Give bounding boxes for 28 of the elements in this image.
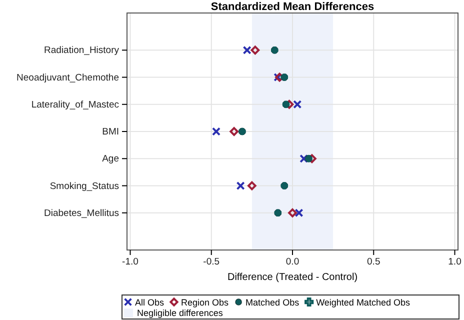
y-tick-label: Smoking_Status [50, 180, 120, 192]
point [288, 208, 297, 218]
y-tick-label: BMI [102, 126, 119, 138]
point [250, 46, 260, 55]
legend-label: Weighted Matched Obs [316, 298, 410, 308]
x-tick-label: 0.5 [367, 256, 380, 268]
y-tick-label: Radiation_History [44, 45, 120, 56]
legend-label: Region Obs [181, 298, 230, 308]
point [212, 127, 221, 136]
point [294, 208, 304, 218]
x-tick-label: 1.0 [448, 256, 462, 268]
point [293, 100, 302, 109]
x-tick-label: -1.0 [122, 256, 138, 268]
point [230, 127, 239, 136]
legend-label: Matched Obs [246, 298, 300, 308]
point [248, 181, 256, 190]
x-axis-title: Difference (Treated - Control) [227, 272, 358, 283]
y-tick-label: Neoadjuvant_Chemothe [16, 72, 119, 84]
chart-title: Standardized Mean Differences [210, 1, 374, 13]
y-tick-label: Age [102, 154, 119, 165]
legend-label: All Obs [135, 298, 165, 308]
x-tick-label: 0.0 [286, 256, 300, 268]
y-tick-label: Laterality_of_Mastec [31, 99, 120, 110]
point [242, 46, 252, 54]
x-tick-label: -0.5 [203, 256, 220, 268]
y-tick-label: Diabetes_Mellitus [44, 208, 120, 219]
point [236, 181, 245, 190]
legend-label: Negligible differences [137, 308, 224, 318]
